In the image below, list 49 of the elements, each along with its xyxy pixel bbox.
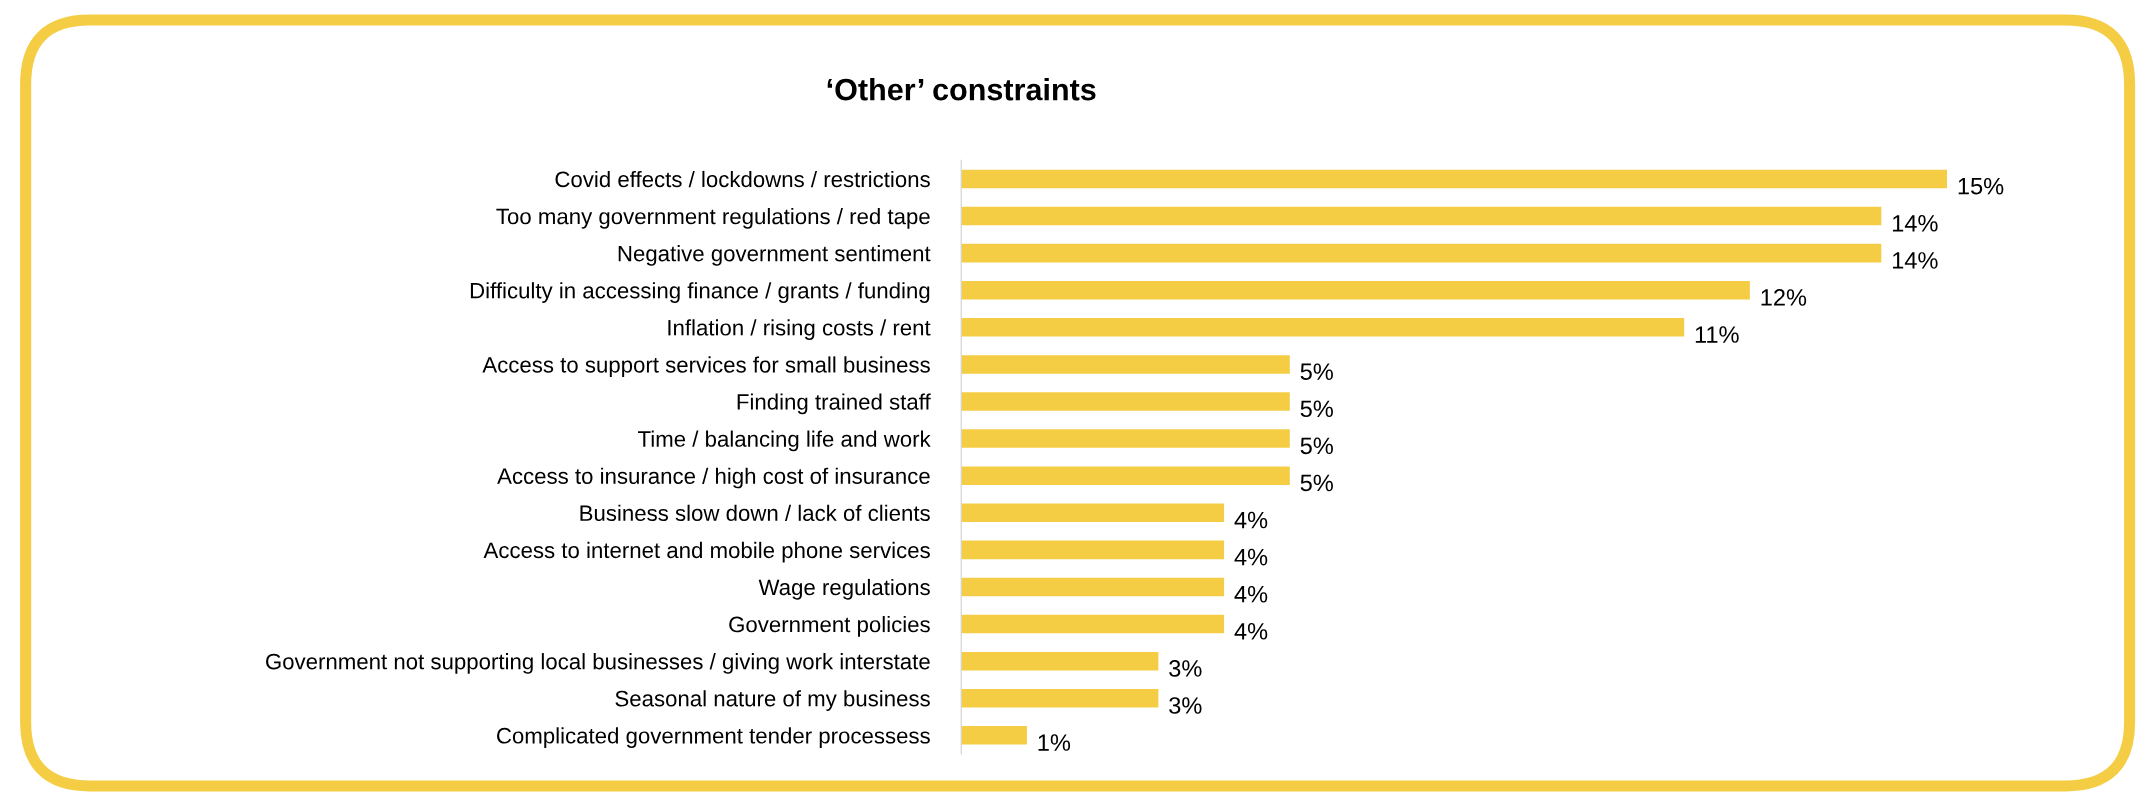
y-tick-label: Access to internet and mobile phone services [483, 541, 930, 563]
bar [961, 651, 1159, 671]
bar [961, 540, 1225, 560]
bar [961, 355, 1290, 374]
data-label: 3% [1169, 697, 1202, 714]
data-label: 11% [1695, 326, 1739, 343]
y-tick-label: Complicated government tender processess [497, 727, 930, 748]
bar [961, 577, 1225, 597]
data-label: 4% [1234, 548, 1268, 566]
data-label: 15% [1958, 177, 2004, 195]
data-label: 14% [1892, 252, 1938, 269]
bar [961, 503, 1225, 523]
y-tick-label: Too many government regulations / red tape [496, 207, 930, 229]
y-tick-label: Seasonal nature of my business [615, 690, 930, 711]
data-label: 5% [1300, 400, 1333, 418]
bar [961, 392, 1290, 411]
data-label: 4% [1234, 623, 1268, 640]
y-tick-label: Negative government sentiment [618, 245, 931, 266]
bar [961, 688, 1159, 708]
bar [961, 243, 1882, 263]
y-tick-label: Government policies [729, 616, 930, 637]
data-label: 4% [1234, 585, 1268, 603]
bar [961, 280, 1750, 300]
bar [961, 466, 1290, 485]
y-tick-label: Wage regulations [758, 578, 930, 600]
y-tick-label: Time / balancing life and work [638, 430, 931, 452]
y-tick-label: Inflation / rising costs / rent [668, 319, 931, 340]
data-label: 1% [1038, 734, 1071, 751]
y-tick-label: Access to support services for small business [482, 356, 930, 378]
y-tick-label: Access to insurance / high cost of insurance [497, 467, 930, 489]
bar [961, 169, 1948, 189]
bar [961, 614, 1225, 634]
data-label: 12% [1761, 289, 1807, 306]
data-label: 5% [1300, 437, 1333, 455]
y-tick-label: Government not supporting local businesses / giving work interstate [266, 653, 930, 674]
bar [961, 429, 1290, 448]
bar [961, 726, 1027, 745]
data-label: 4% [1234, 511, 1268, 529]
data-label: 5% [1300, 363, 1333, 381]
data-label: 14% [1892, 215, 1938, 232]
bar [961, 318, 1685, 337]
y-tick-label: Business slow down / lack of clients [580, 504, 930, 522]
y-tick-label: Covid effects / lockdowns / restrictions [555, 170, 930, 188]
bar [961, 206, 1882, 226]
y-tick-label: Difficulty in accessing finance / grants / funding [470, 282, 930, 303]
y-tick-label: Finding trained staff [737, 393, 931, 415]
chart-title: ‘Other’ constraints [827, 77, 1096, 101]
data-label: 3% [1169, 660, 1202, 677]
data-label: 5% [1300, 474, 1333, 492]
